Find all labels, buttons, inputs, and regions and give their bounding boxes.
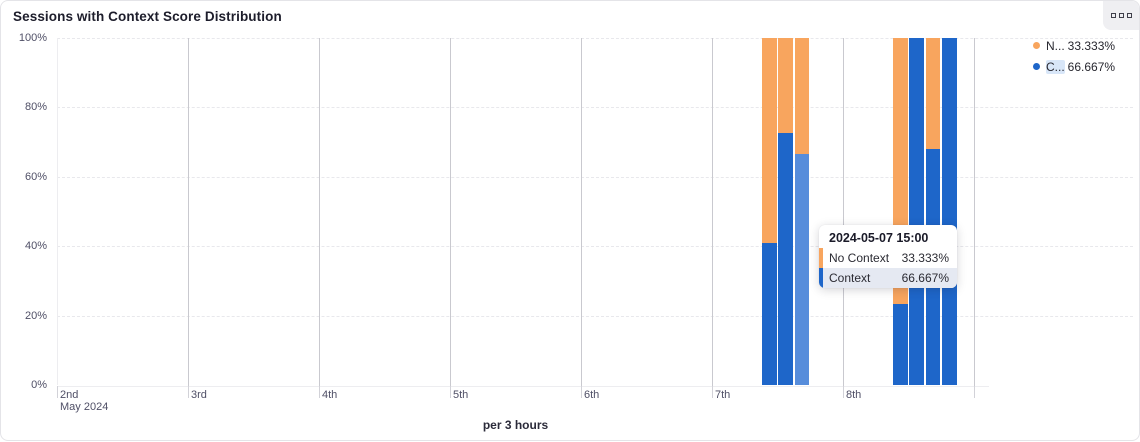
x-axis-tick: [57, 386, 58, 398]
tooltip-row: Context 66.667%: [819, 268, 957, 288]
x-axis-label: 3rd: [191, 389, 207, 401]
bar-segment-context[interactable]: [761, 242, 777, 385]
grid-squares-icon: [1118, 13, 1124, 18]
tooltip-series-label: No Context: [829, 251, 890, 265]
stacked-bar[interactable]: [778, 38, 794, 385]
legend-label: N...: [1046, 38, 1065, 53]
tooltip-series-value: 66.667%: [901, 271, 949, 285]
x-axis-tick: [188, 386, 189, 398]
legend-item-context[interactable]: C... 66.667%: [1033, 56, 1115, 77]
stacked-bar[interactable]: [942, 38, 957, 385]
plot-left-boundary: [57, 38, 58, 385]
grid-squares-icon: [1110, 13, 1116, 18]
gridline-horizontal: [57, 246, 1133, 248]
tooltip-title: 2024-05-07 15:00: [829, 231, 929, 245]
bar-segment-no-context[interactable]: [794, 38, 810, 154]
panel-menu-button[interactable]: [1103, 1, 1139, 30]
tooltip-row: No Context 33.333%: [819, 248, 957, 268]
y-axis-label: 40%: [24, 240, 47, 253]
x-axis-tick: [450, 386, 451, 398]
bar-segment-context[interactable]: [892, 304, 908, 385]
gridline-vertical: [712, 38, 713, 386]
x-axis-label: 6th: [584, 389, 600, 401]
bar-segment-no-context[interactable]: [778, 38, 794, 133]
x-axis-label: 7th: [715, 389, 731, 401]
gridline-vertical: [581, 38, 582, 386]
legend-value: 66.667%: [1067, 59, 1116, 74]
x-axis-line: [57, 386, 989, 387]
stacked-bar[interactable]: [794, 38, 810, 385]
y-axis-label: 80%: [24, 101, 47, 114]
y-axis-label: 60%: [24, 170, 47, 183]
x-axis-month-label: May 2024: [60, 401, 109, 413]
x-axis-tick: [974, 386, 975, 398]
legend-dot-no-context: [1033, 42, 1040, 49]
tooltip-series-value: 33.333%: [901, 251, 949, 265]
tooltip: 2024-05-07 15:00 No Context 33.333% Cont…: [819, 225, 957, 288]
legend-label: C...: [1046, 59, 1065, 74]
y-axis-label: 0%: [31, 379, 47, 391]
x-axis-label: 4th: [322, 389, 338, 401]
stacked-bar[interactable]: [892, 38, 908, 385]
gridline-vertical: [843, 38, 844, 386]
tooltip-swatch-no-context: [819, 248, 823, 268]
gridline-horizontal: [57, 176, 1133, 178]
x-axis-tick: [581, 386, 582, 398]
bar-segment-context[interactable]: [909, 38, 925, 385]
bar-segment-context[interactable]: [942, 38, 957, 385]
x-axis-label: 5th: [453, 389, 469, 401]
legend-item-no-context[interactable]: N... 33.333%: [1033, 35, 1115, 56]
stacked-bar[interactable]: [925, 38, 941, 385]
gridline-horizontal: [57, 38, 1133, 39]
x-axis-tick: [712, 386, 713, 398]
x-axis-label: 2nd: [60, 389, 79, 401]
tooltip-swatch-context: [819, 268, 823, 288]
panel-title: Sessions with Context Score Distribution: [13, 9, 282, 24]
x-axis-tick: [843, 386, 844, 398]
bar-segment-context[interactable]: [794, 153, 810, 385]
gridline-vertical: [974, 38, 975, 386]
bar-segment-no-context[interactable]: [925, 38, 941, 150]
stacked-bar[interactable]: [761, 38, 777, 385]
stacked-bar[interactable]: [909, 38, 925, 385]
gridline-vertical: [450, 38, 451, 386]
bar-segment-no-context[interactable]: [761, 38, 777, 243]
x-axis-label: 8th: [846, 389, 862, 401]
bar-segment-context[interactable]: [778, 132, 794, 385]
grid-squares-icon: [1126, 13, 1132, 18]
legend-value: 33.333%: [1067, 38, 1116, 53]
legend: N... 33.333% C... 66.667%: [1033, 35, 1115, 77]
x-axis-title: per 3 hours: [482, 418, 549, 432]
y-axis-label: 100%: [18, 32, 47, 44]
gridline-vertical: [188, 38, 189, 386]
tooltip-series-label: Context: [829, 271, 871, 285]
gridline-vertical: [319, 38, 320, 386]
y-axis-label: 20%: [24, 309, 47, 322]
gridline-horizontal: [57, 107, 1133, 109]
legend-dot-context: [1033, 63, 1040, 70]
x-axis-tick: [319, 386, 320, 398]
gridline-horizontal: [57, 315, 1133, 317]
